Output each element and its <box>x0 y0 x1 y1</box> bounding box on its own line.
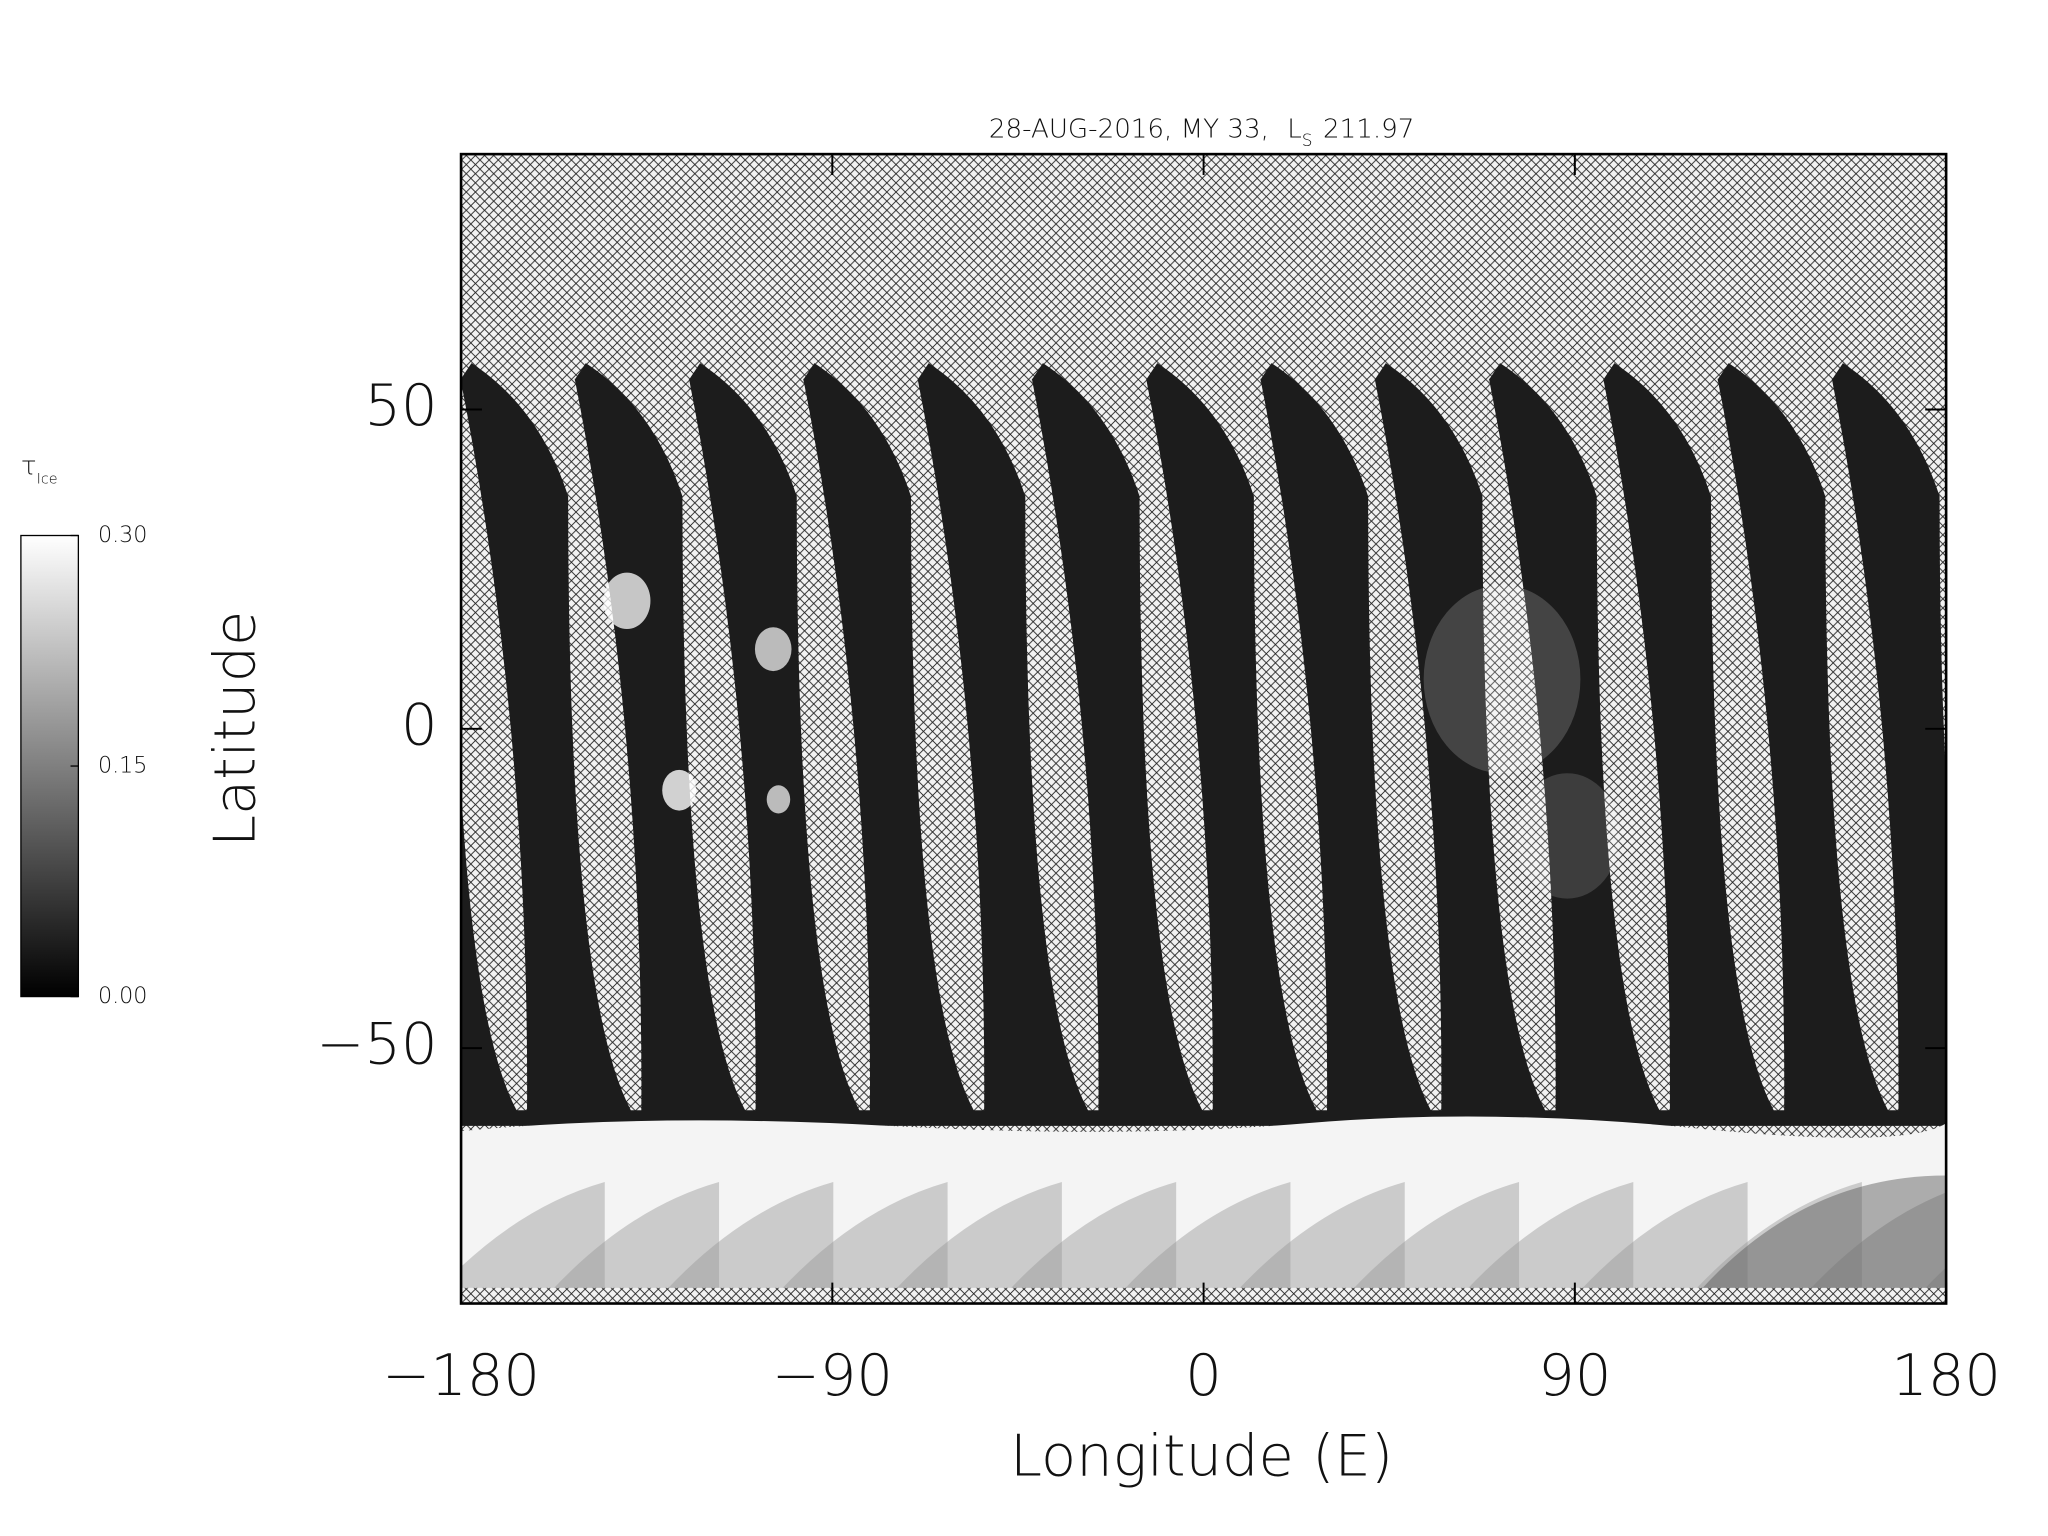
colorbar <box>20 534 80 998</box>
polar-shading <box>777 1182 948 1294</box>
y-tick-label: 50 <box>364 372 437 439</box>
colorbar-tick-label: 0.15 <box>98 753 147 779</box>
title-ls-sub: S <box>1302 131 1313 151</box>
title-date: 28-AUG-2016, MY 33, <box>989 114 1269 144</box>
colorbar-tick-label: 0.30 <box>98 522 147 548</box>
swath-gap <box>1825 378 1899 1111</box>
x-tick-label: 180 <box>1891 1342 2001 1409</box>
swath-gap <box>796 378 870 1111</box>
swath-gap <box>568 378 642 1111</box>
colorbar-label: τIce <box>21 451 58 488</box>
swath-gap <box>682 378 756 1111</box>
polar-shading <box>1120 1182 1291 1294</box>
polar-hood <box>461 1116 1947 1296</box>
cloud-patch <box>603 572 651 630</box>
colorbar-symbol: τ <box>21 451 37 481</box>
cloud-patch <box>662 769 697 811</box>
swath-gap <box>1939 378 1947 777</box>
x-tick-label: 90 <box>1538 1342 1611 1409</box>
map-image <box>461 154 1947 1304</box>
colorbar-tick-label: 0.00 <box>98 983 147 1009</box>
polar-shading <box>892 1182 1062 1294</box>
polar-shading <box>461 1182 605 1294</box>
x-tick-label: 0 <box>1185 1342 1222 1409</box>
cloud-patch <box>1423 585 1581 774</box>
polar-shading <box>549 1182 720 1294</box>
swath-gap <box>911 378 985 1111</box>
x-tick-label: −90 <box>772 1342 893 1409</box>
swath-gap <box>1368 378 1442 1111</box>
y-tick-label: 0 <box>401 691 438 758</box>
polar-shading <box>1577 1182 1748 1294</box>
title-ls-value: 211.97 <box>1323 114 1414 144</box>
cloud-patch <box>754 627 792 672</box>
polar-shading <box>1234 1182 1405 1294</box>
polar-shading <box>1920 1267 1947 1294</box>
colorbar-sub: Ice <box>37 471 58 487</box>
title-ls: L <box>1287 114 1302 144</box>
y-tick-label: −50 <box>316 1011 437 1078</box>
swath-gap <box>461 382 528 1111</box>
y-axis-label: Latitude <box>202 611 269 847</box>
swath-gap <box>1139 378 1213 1111</box>
polar-shading <box>1349 1182 1520 1294</box>
polar-shading <box>1806 1192 1947 1294</box>
polar-shading <box>1006 1182 1177 1294</box>
chart-title: 28-AUG-2016, MY 33, LS 211.97 <box>989 114 1414 151</box>
cloud-patch <box>766 785 791 814</box>
polar-shading <box>1463 1182 1634 1294</box>
cloud-patch <box>1515 773 1620 899</box>
x-axis-label: Longitude (E) <box>1010 1423 1393 1490</box>
swath-gap <box>1253 378 1328 1111</box>
x-tick-label: −180 <box>382 1342 540 1409</box>
polar-shading <box>663 1182 834 1294</box>
swath-gap <box>1482 378 1556 1111</box>
swath-gap <box>1711 378 1785 1111</box>
swath-gap <box>1025 378 1099 1111</box>
polar-texture <box>1697 1175 1947 1294</box>
polar-shading <box>1692 1182 1862 1294</box>
swath-gap <box>1596 378 1670 1111</box>
